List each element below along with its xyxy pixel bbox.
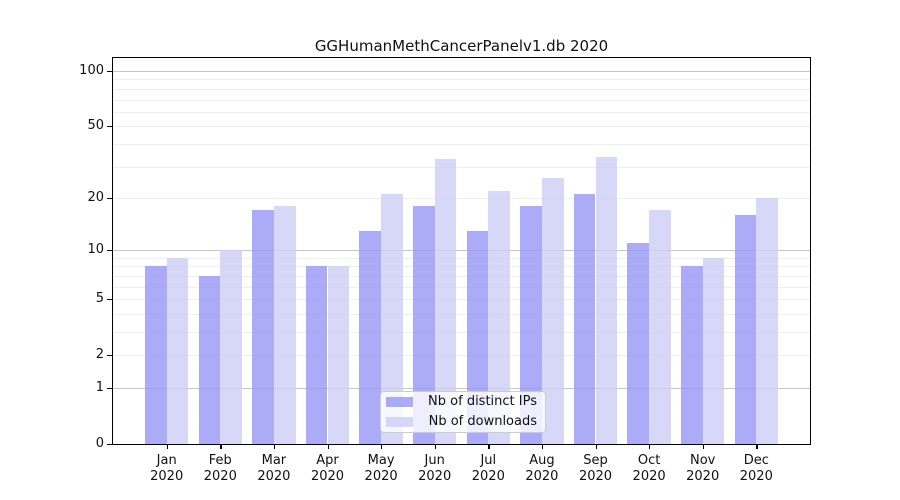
legend-item-distinct-ips: Nb of distinct IPs	[386, 394, 537, 410]
bar-downloads-dec	[756, 197, 779, 444]
gridline-3	[113, 332, 810, 333]
x-tick-label-sep: Sep 2020	[578, 453, 613, 484]
y-tick-mark	[107, 299, 113, 301]
gridline-60	[113, 111, 810, 113]
y-tick-mark	[107, 197, 113, 200]
gridline-50	[113, 126, 810, 128]
gridline-9	[113, 257, 810, 259]
bar-downloads-jul	[488, 190, 511, 444]
gridline-80	[113, 88, 810, 90]
gridline-70	[113, 99, 810, 101]
y-tick-label-1: 1	[95, 380, 104, 395]
x-tick-label-jun: Jun 2020	[418, 453, 452, 484]
bar-downloads-oct	[649, 210, 671, 444]
y-tick-mark	[107, 250, 113, 252]
gridline-20	[113, 197, 810, 199]
x-tick-mark	[702, 444, 704, 449]
bar-ips-jun	[412, 206, 435, 444]
y-tick-mark	[107, 444, 113, 446]
bar-ips-may	[359, 230, 382, 444]
bar-ips-nov	[680, 266, 703, 444]
x-tick-label-dec: Dec 2020	[739, 453, 773, 484]
gridline-5	[113, 299, 810, 301]
y-tick-mark	[107, 126, 113, 128]
bar-ips-apr	[305, 266, 328, 444]
chart-title: GGHumanMethCancerPanelv1.db 2020	[314, 37, 609, 55]
legend-swatch-distinct-ips	[386, 397, 413, 407]
legend: Nb of distinct IPs Nb of downloads	[380, 391, 546, 433]
y-tick-label-100: 100	[79, 63, 104, 78]
bar-ips-sep	[573, 194, 596, 444]
x-tick-label-jul: Jul 2020	[471, 453, 505, 484]
x-tick-mark	[434, 444, 436, 449]
bar-ips-jan	[144, 266, 167, 444]
x-tick-mark	[273, 444, 276, 449]
gridline-100	[113, 71, 810, 72]
x-tick-label-nov: Nov 2020	[686, 453, 720, 484]
bar-ips-feb	[198, 275, 221, 444]
bar-ips-mar	[252, 210, 274, 444]
y-tick-mark	[107, 388, 113, 390]
y-tick-label-50: 50	[87, 118, 104, 134]
x-tick-label-mar: Mar 2020	[257, 453, 291, 484]
gridline-30	[113, 166, 810, 168]
gridline-6	[113, 286, 810, 288]
y-tick-label-10: 10	[87, 242, 104, 258]
gridline-2	[113, 355, 810, 357]
y-tick-label-0: 0	[95, 436, 104, 451]
bar-downloads-aug	[541, 177, 564, 444]
legend-item-downloads: Nb of downloads	[386, 414, 537, 430]
x-tick-mark	[488, 444, 490, 449]
x-tick-label-jan: Jan 2020	[150, 453, 184, 484]
gridline-90	[113, 79, 810, 81]
x-tick-label-may: May 2020	[364, 453, 398, 484]
legend-label: Nb of downloads	[428, 414, 537, 429]
bar-downloads-apr	[327, 266, 350, 444]
bar-ips-oct	[627, 243, 650, 444]
bar-downloads-nov	[702, 257, 725, 444]
plot-area	[112, 57, 811, 445]
gridline-1	[113, 388, 810, 389]
x-tick-mark	[756, 444, 758, 449]
bar-ips-aug	[520, 206, 542, 444]
y-tick-label-5: 5	[95, 291, 104, 307]
bar-downloads-feb	[220, 250, 243, 444]
x-tick-label-apr: Apr 2020	[310, 453, 345, 484]
y-tick-label-2: 2	[95, 347, 104, 363]
x-tick-label-aug: Aug 2020	[525, 453, 559, 484]
x-tick-mark	[381, 444, 383, 449]
x-tick-mark	[327, 444, 329, 449]
legend-swatch-downloads	[386, 417, 413, 427]
x-tick-mark	[595, 444, 597, 449]
y-tick-mark	[107, 355, 113, 357]
x-tick-mark	[166, 444, 168, 449]
x-tick-label-oct: Oct 2020	[632, 453, 666, 484]
bar-downloads-jan	[166, 257, 189, 444]
x-tick-mark	[220, 444, 222, 449]
bar-downloads-may	[381, 194, 403, 444]
legend-label: Nb of distinct IPs	[428, 394, 537, 409]
gridline-8	[113, 266, 810, 268]
bar-downloads-mar	[273, 206, 296, 444]
bar-ips-dec	[734, 215, 757, 444]
x-tick-mark	[541, 444, 544, 449]
bar-ips-jul	[466, 230, 489, 444]
bar-downloads-jun	[434, 159, 457, 444]
y-tick-mark	[107, 71, 113, 73]
bar-downloads-sep	[595, 156, 618, 444]
gridline-7	[113, 275, 810, 277]
gridline-40	[113, 143, 810, 145]
gridline-4	[113, 313, 810, 315]
x-tick-mark	[649, 444, 651, 449]
gridline-10	[113, 250, 810, 252]
y-tick-label-20: 20	[87, 189, 104, 205]
x-tick-label-feb: Feb 2020	[203, 453, 237, 484]
